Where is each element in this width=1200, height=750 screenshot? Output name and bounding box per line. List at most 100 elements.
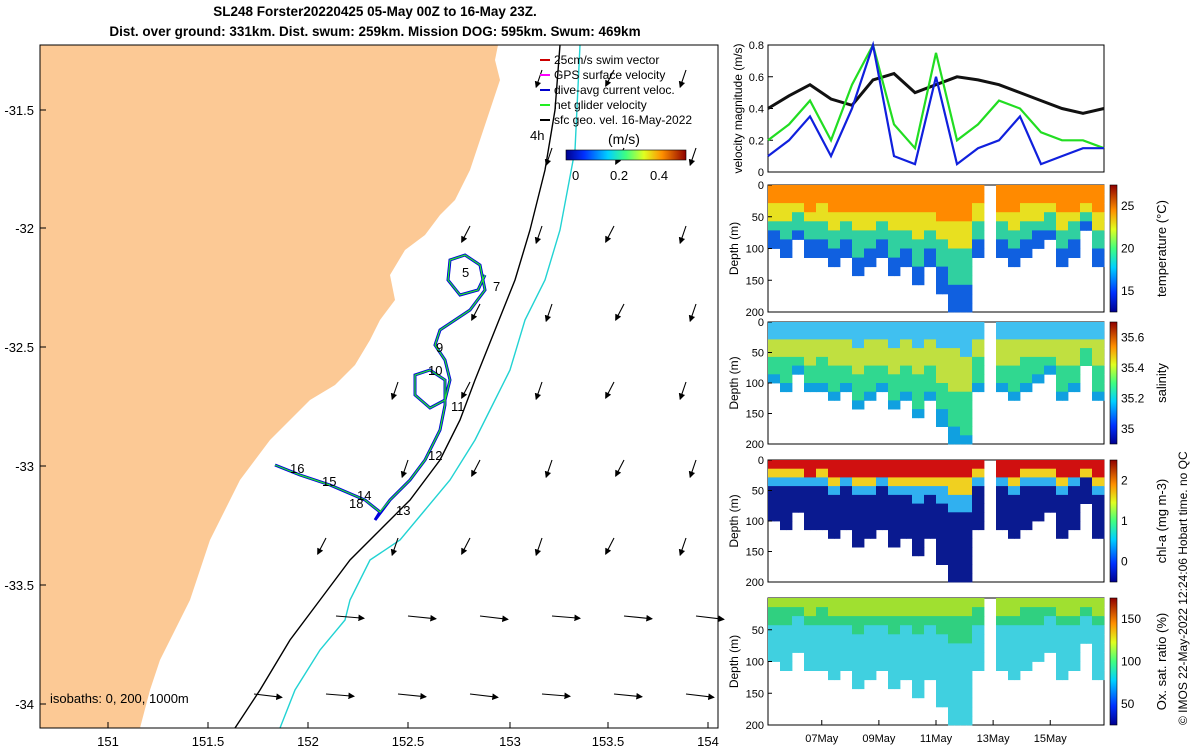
- heatmap-cell: [1080, 468, 1087, 478]
- heatmap-cell: [954, 679, 961, 690]
- depth-tick-label: 200: [746, 720, 764, 732]
- heatmap-cell: [846, 365, 853, 375]
- heatmap-cell: [1044, 477, 1051, 487]
- heatmap-cell: [1014, 634, 1021, 644]
- heatmap-cell: [1098, 239, 1105, 249]
- heatmap-cell: [894, 356, 901, 366]
- heatmap-cell: [936, 266, 943, 277]
- heatmap-cell: [810, 239, 817, 249]
- heatmap-cell: [876, 468, 883, 478]
- heatmap-cell: [1026, 521, 1033, 531]
- heatmap-cell: [972, 203, 979, 213]
- heatmap-cell: [894, 185, 901, 195]
- heatmap-cell: [996, 203, 1003, 213]
- heatmap-cell: [912, 203, 919, 213]
- heatmap-cell: [828, 365, 835, 375]
- heatmap-colorbar: [1109, 459, 1118, 583]
- heatmap-cell: [960, 365, 967, 375]
- heatmap-cell: [960, 503, 967, 513]
- heatmap-cell: [840, 468, 847, 478]
- heatmap-cell: [852, 598, 859, 608]
- lon-tick-label: 154: [697, 734, 719, 749]
- heatmap-cell: [828, 477, 835, 487]
- heatmap-cell: [1092, 494, 1099, 504]
- heatmap-cell: [834, 339, 841, 349]
- heatmap-cell: [792, 230, 799, 240]
- heatmap-cell: [900, 185, 907, 195]
- heatmap-cell: [816, 248, 823, 258]
- heatmap-cell: [924, 661, 931, 671]
- heatmap-cell: [894, 460, 901, 470]
- heatmap-cell: [1080, 598, 1087, 608]
- heatmap-cell: [942, 512, 949, 522]
- heatmap-cell: [978, 230, 985, 240]
- heatmap-cell: [816, 383, 823, 393]
- heatmap-cell: [870, 477, 877, 487]
- heatmap-cell: [822, 248, 829, 258]
- heatmap-cell: [960, 435, 967, 445]
- heatmap-cell: [1026, 185, 1033, 195]
- heatmap-cell: [936, 417, 943, 427]
- heatmap-cell: [1026, 494, 1033, 504]
- heatmap-cell: [1092, 468, 1099, 478]
- velocity-arrow: [471, 459, 481, 477]
- heatmap-cell: [888, 529, 895, 539]
- heatmap-cell: [1098, 221, 1105, 231]
- heatmap-cell: [966, 435, 973, 445]
- heatmap-cell: [876, 383, 883, 393]
- heatmap-cell: [846, 652, 853, 662]
- heatmap-cell: [780, 521, 787, 531]
- heatmap-cell: [1062, 212, 1069, 222]
- heatmap-cell: [924, 212, 931, 222]
- heatmap-cell: [936, 643, 943, 653]
- heatmap-cell: [918, 266, 925, 277]
- heatmap-cell: [924, 670, 931, 681]
- heatmap-cell: [780, 460, 787, 470]
- heatmap-cell: [1008, 477, 1015, 487]
- heatmap-cell: [1020, 356, 1027, 366]
- heatmap-cell: [930, 625, 937, 635]
- heatmap-cell: [840, 625, 847, 635]
- heatmap-cell: [822, 643, 829, 653]
- heatmap-cell: [852, 400, 859, 410]
- depth-tick-label: 150: [746, 547, 764, 559]
- heatmap-cell: [972, 330, 979, 340]
- heatmap-cell: [816, 460, 823, 470]
- heatmap-cell: [1092, 670, 1099, 681]
- heatmap-cell: [948, 248, 955, 258]
- heatmap-cell: [918, 679, 925, 690]
- heatmap-cell: [828, 185, 835, 195]
- heatmap-cell: [888, 521, 895, 531]
- velocity-arrow: [534, 225, 543, 245]
- heatmap-cell: [852, 248, 859, 258]
- heatmap-cell: [1092, 643, 1099, 653]
- heatmap-cell: [960, 670, 967, 681]
- heatmap-cell: [978, 460, 985, 470]
- heatmap-cell: [1020, 221, 1027, 231]
- heatmap-cell: [1092, 652, 1099, 662]
- heatmap-cell: [978, 468, 985, 478]
- heatmap-cell: [780, 468, 787, 478]
- heatmap-cell: [780, 477, 787, 487]
- heatmap-cell: [882, 634, 889, 644]
- heatmap-cell: [966, 230, 973, 240]
- heatmap-cell: [1014, 512, 1021, 522]
- heatmap-cell: [1020, 634, 1027, 644]
- heatmap-cell: [942, 266, 949, 277]
- heatmap-cell: [948, 435, 955, 445]
- heatmap-cell: [768, 339, 775, 349]
- heatmap-cell: [1026, 634, 1033, 644]
- heatmap-cell: [870, 257, 877, 268]
- heatmap-cell: [840, 460, 847, 470]
- heatmap-cell: [846, 221, 853, 231]
- heatmap-cell: [966, 634, 973, 644]
- velocity-arrow: [534, 537, 543, 557]
- heatmap-cell: [858, 348, 865, 358]
- heatmap-cell: [960, 284, 967, 295]
- heatmap-cell: [1044, 212, 1051, 222]
- track-label-10: 10: [428, 363, 442, 378]
- heatmap-cell: [954, 486, 961, 496]
- heatmap-cell: [768, 512, 775, 522]
- heatmap-cell: [1068, 203, 1075, 213]
- heatmap-cell: [834, 239, 841, 249]
